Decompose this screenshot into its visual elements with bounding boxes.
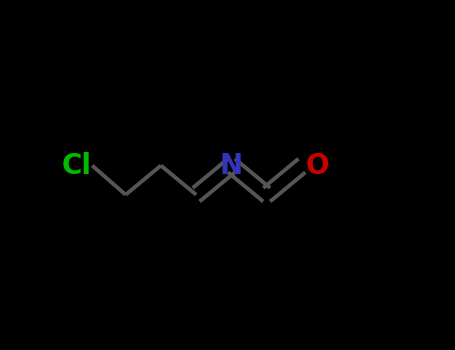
Text: N: N [220,152,243,180]
Text: Cl: Cl [61,152,91,180]
Text: O: O [306,152,329,180]
